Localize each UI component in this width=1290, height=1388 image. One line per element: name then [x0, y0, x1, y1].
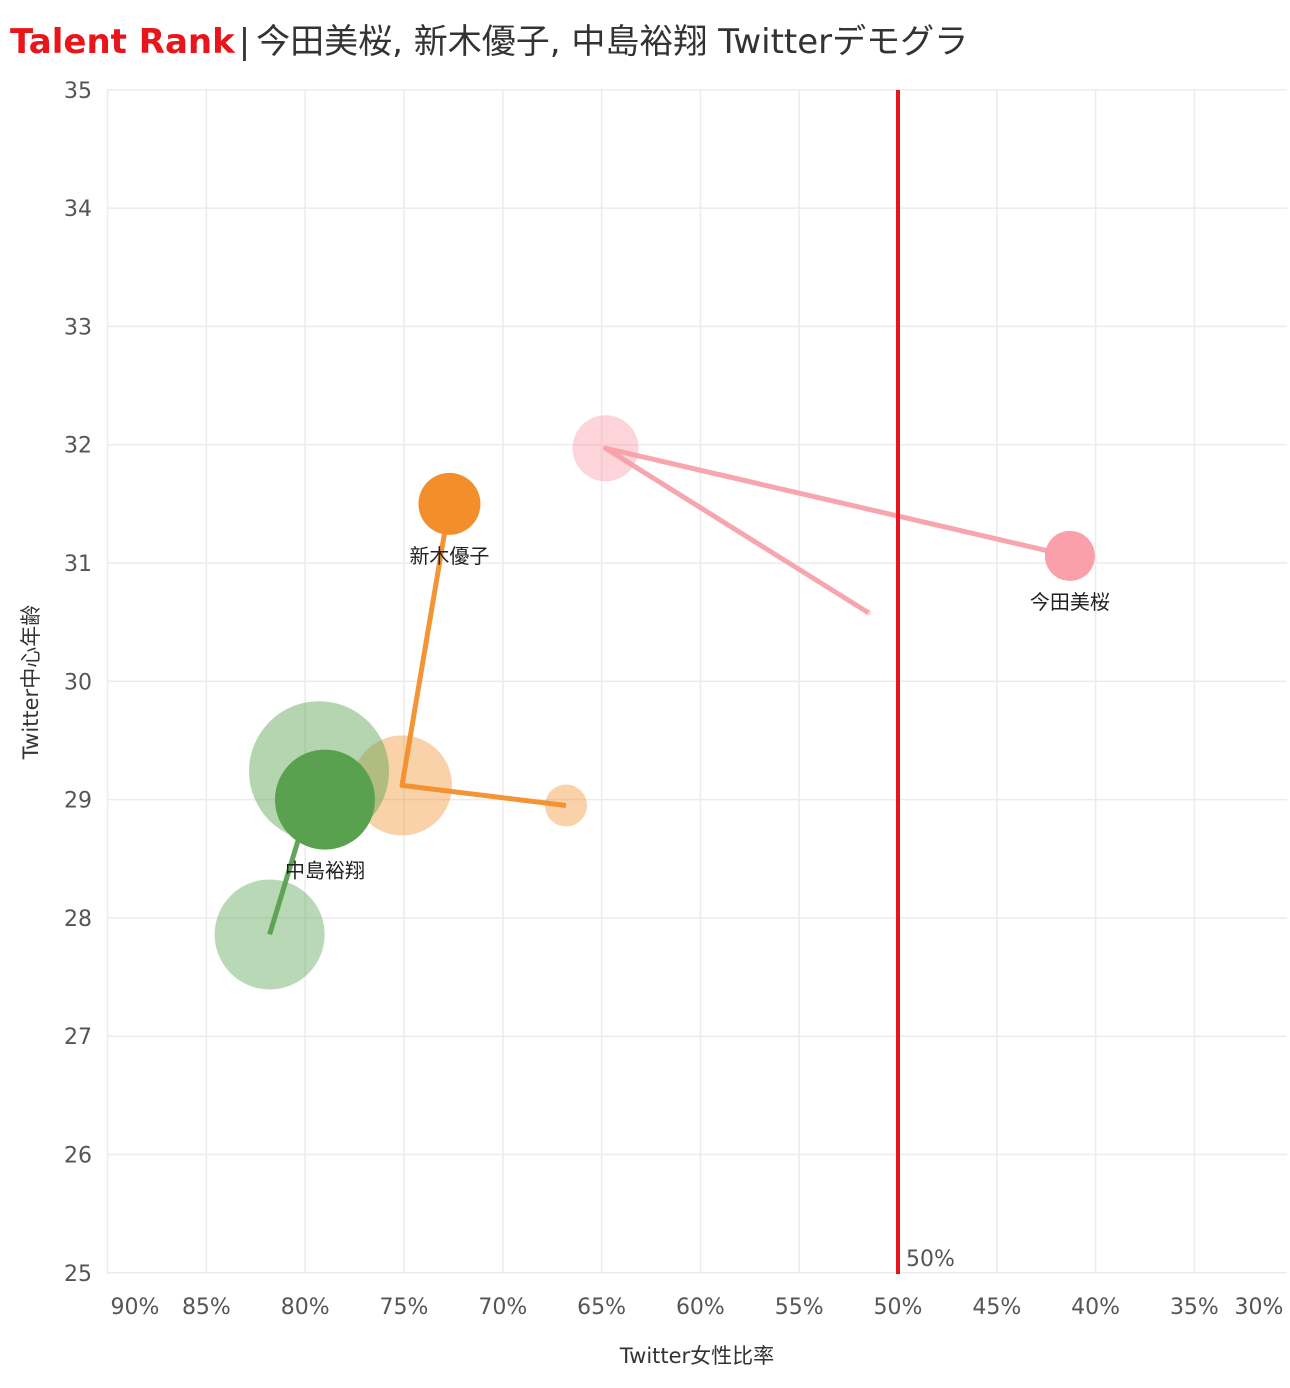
- y-tick-label: 35: [64, 79, 92, 104]
- x-tick-label: 75%: [380, 1295, 429, 1320]
- series-label: 中島裕翔: [285, 859, 365, 883]
- series-bubbles: [214, 415, 1095, 990]
- x-tick-label: 55%: [775, 1295, 824, 1320]
- data-point: [1044, 530, 1095, 581]
- x-tick-label: 65%: [577, 1295, 626, 1320]
- y-tick-label: 27: [64, 1025, 92, 1050]
- x-tick-labels: 90% 85% 80% 75% 70% 65% 60% 55% 50% 45% 40% 35% 30%: [111, 1295, 1284, 1320]
- brand-name: Talent Rank: [10, 22, 235, 62]
- y-tick-label: 34: [64, 197, 92, 222]
- y-tick-label: 30: [64, 670, 92, 695]
- grid-lines: [106, 89, 1287, 1274]
- x-tick-label: 40%: [1071, 1295, 1120, 1320]
- series-line: [399, 503, 567, 808]
- series-label: 新木優子: [409, 544, 489, 568]
- x-axis-title: Twitter女性比率: [619, 1344, 774, 1368]
- title-text: 今田美桜, 新木優子, 中島裕翔 Twitterデモグラ: [256, 22, 969, 62]
- y-tick-label: 26: [64, 1144, 92, 1169]
- x-tick-label: 35%: [1170, 1295, 1219, 1320]
- series-lines: [267, 445, 1071, 936]
- data-point: [865, 609, 872, 616]
- y-tick-label: 33: [64, 315, 92, 340]
- x-tick-label: 30%: [1235, 1295, 1284, 1320]
- series-label: 今田美桜: [1030, 590, 1110, 614]
- data-point: [418, 472, 481, 535]
- data-point: [545, 784, 588, 827]
- y-tick-label: 32: [64, 434, 92, 459]
- y-tick-label: 28: [64, 907, 92, 932]
- x-tick-label: 60%: [676, 1295, 725, 1320]
- x-tick-label: 85%: [182, 1295, 231, 1320]
- y-tick-label: 25: [64, 1262, 92, 1287]
- x-tick-label: 80%: [281, 1295, 330, 1320]
- x-tick-label: 90%: [111, 1295, 160, 1320]
- y-tick-label: 31: [64, 552, 92, 577]
- data-point: [214, 879, 325, 990]
- reference-line-group: 50%: [896, 90, 955, 1274]
- title-separator: |: [238, 22, 251, 62]
- x-tick-label: 45%: [972, 1295, 1021, 1320]
- x-tick-label: 70%: [478, 1295, 527, 1320]
- x-tick-label: 50%: [874, 1295, 923, 1320]
- data-point: [572, 415, 639, 482]
- reference-line-label: 50%: [906, 1247, 955, 1272]
- chart-title: Talent Rank | 今田美桜, 新木優子, 中島裕翔 Twitterデモグラ: [10, 14, 968, 63]
- series-line: [603, 445, 1071, 615]
- y-tick-label: 29: [64, 789, 92, 814]
- y-tick-labels: 25 26 27 28 29 30 31 32 33 34 35: [64, 79, 92, 1287]
- data-point: [274, 749, 375, 850]
- y-axis-title: Twitter中心年齢: [19, 605, 43, 760]
- data-point: [352, 735, 453, 836]
